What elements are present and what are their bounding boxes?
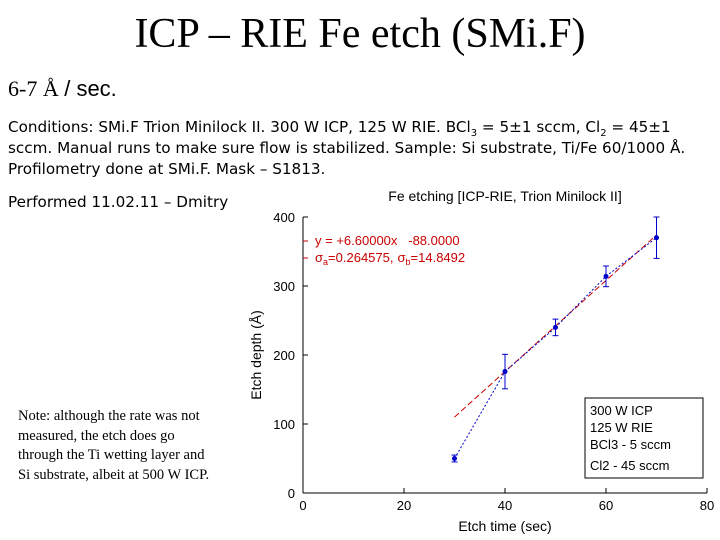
slide-title: ICP – RIE Fe etch (SMi.F) bbox=[134, 11, 586, 57]
y-axis-label: Etch depth (Å) bbox=[248, 310, 264, 400]
legend-item: 300 W ICP bbox=[590, 403, 653, 418]
fit-equation: y = +6.60000x -88.0000 bbox=[315, 233, 460, 248]
legend-item: BCl3 - 5 sccm bbox=[590, 437, 671, 452]
y-tick-label: 400 bbox=[273, 210, 295, 225]
x-tick-label: 40 bbox=[498, 498, 512, 513]
x-tick-label: 20 bbox=[397, 498, 411, 513]
legend-box: 300 W ICP 125 W RIE BCl3 - 5 sccm Cl2 - … bbox=[584, 397, 704, 479]
conditions-part-1: Conditions: SMi.F Trion Minilock II. 300… bbox=[8, 118, 471, 136]
conditions-part-2: = 5±1 sccm, Cl bbox=[477, 118, 601, 136]
data-point bbox=[654, 235, 659, 241]
sigma-a-sub: a bbox=[323, 257, 328, 267]
x-axis-label: Etch time (sec) bbox=[458, 518, 551, 534]
data-point bbox=[452, 456, 457, 461]
y-tick-label: 200 bbox=[273, 348, 295, 363]
y-tick-label: 100 bbox=[273, 417, 295, 432]
data-points bbox=[451, 216, 660, 463]
legend-item: Cl2 - 45 sccm bbox=[590, 458, 669, 473]
sigma-b-sub: b bbox=[406, 257, 411, 267]
y-tick-label: 300 bbox=[273, 279, 295, 294]
x-tick-label: 0 bbox=[299, 498, 306, 513]
series-segment bbox=[605, 237, 657, 277]
series-segment bbox=[454, 371, 506, 459]
data-point bbox=[502, 369, 508, 375]
x-ticks: 0 20 40 60 80 bbox=[299, 488, 714, 513]
etch-rate-value: 6-7 Å bbox=[8, 76, 59, 101]
sigma-separator: σ bbox=[397, 250, 405, 265]
cl2-subscript: 2 bbox=[600, 128, 607, 140]
sigma-a-value: =0.264575, bbox=[328, 250, 393, 265]
conditions-part-3: = 45±1 sccm. Manual runs to make sure fl… bbox=[8, 118, 686, 178]
y-ticks: 0 100 200 300 400 bbox=[273, 210, 308, 501]
bcl3-subscript: 3 bbox=[470, 128, 478, 140]
data-point bbox=[553, 324, 558, 330]
sigma-b-value: =14.8492 bbox=[411, 250, 466, 265]
legend-item: 125 W RIE bbox=[590, 420, 653, 435]
fit-sigma: σa=0.264575, σb=14.8492 bbox=[315, 250, 465, 267]
y-tick-label: 0 bbox=[288, 486, 295, 501]
legend-background bbox=[584, 397, 704, 479]
chart-title: Fe etching [ICP-RIE, Trion Minilock II] bbox=[388, 188, 621, 204]
etch-rate-unit: / sec. bbox=[64, 76, 117, 101]
x-tick-label: 60 bbox=[599, 498, 613, 513]
etch-rate: 6-7 Å / sec. bbox=[8, 76, 117, 102]
etch-note: Note: although the rate was not measured… bbox=[18, 408, 210, 483]
fit-annotation: y = +6.60000x -88.0000 σa=0.264575, σb=14… bbox=[303, 233, 465, 267]
data-point bbox=[603, 273, 609, 279]
performed-by: Performed 11.02.11 – Dmitry bbox=[8, 193, 229, 211]
conditions-text: Conditions: SMi.F Trion Minilock II. 300… bbox=[8, 117, 716, 180]
x-tick-label: 80 bbox=[700, 498, 714, 513]
series-segment bbox=[504, 327, 556, 372]
